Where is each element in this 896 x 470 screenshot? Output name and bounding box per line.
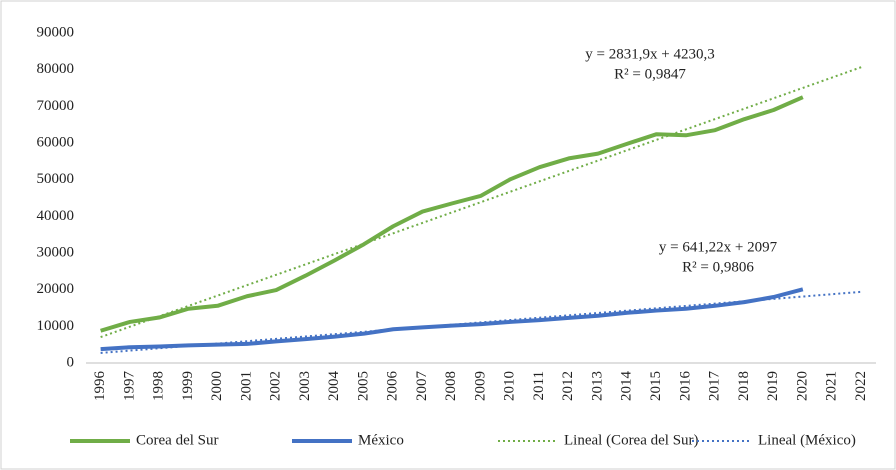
annotation: R² = 0,9847 bbox=[614, 66, 686, 82]
annotation: y = 641,22x + 2097 bbox=[659, 239, 778, 255]
y-tick-label: 50000 bbox=[37, 171, 75, 187]
y-tick-label: 0 bbox=[67, 354, 75, 370]
y-tick-label: 60000 bbox=[37, 134, 75, 150]
x-tick-label: 2002 bbox=[268, 371, 284, 401]
x-tick-label: 2011 bbox=[531, 371, 547, 400]
x-tick-label: 2020 bbox=[794, 371, 810, 401]
legend-label: Lineal (Corea del Sur) bbox=[564, 432, 699, 448]
x-tick-label: 2018 bbox=[736, 371, 752, 401]
x-tick-label: 1999 bbox=[180, 371, 196, 401]
x-tick-label: 2013 bbox=[589, 371, 605, 401]
legend-label: Corea del Sur bbox=[136, 432, 218, 448]
legend-label: Lineal (México) bbox=[758, 432, 856, 448]
x-tick-label: 2021 bbox=[824, 371, 840, 401]
x-tick-label: 1997 bbox=[121, 371, 137, 402]
y-tick-label: 20000 bbox=[37, 281, 75, 297]
x-tick-label: 2016 bbox=[677, 371, 693, 402]
x-tick-label: 2017 bbox=[707, 371, 723, 402]
x-tick-label: 2006 bbox=[385, 371, 401, 402]
y-tick-label: 70000 bbox=[37, 98, 75, 114]
x-tick-label: 2022 bbox=[853, 371, 869, 401]
x-tick-label: 1996 bbox=[92, 371, 108, 402]
annotation: y = 2831,9x + 4230,3 bbox=[585, 46, 714, 62]
x-tick-label: 1998 bbox=[151, 371, 167, 401]
y-tick-label: 40000 bbox=[37, 208, 75, 224]
annotation: R² = 0,9806 bbox=[682, 259, 754, 275]
x-tick-label: 2001 bbox=[238, 371, 254, 401]
y-tick-label: 90000 bbox=[37, 24, 75, 40]
x-tick-label: 2005 bbox=[355, 371, 371, 401]
x-tick-label: 2015 bbox=[648, 371, 664, 401]
x-tick-label: 2003 bbox=[297, 371, 313, 401]
y-tick-label: 80000 bbox=[37, 61, 75, 77]
series-line bbox=[100, 287, 804, 352]
legend-label: México bbox=[358, 432, 404, 448]
y-tick-label: 10000 bbox=[37, 318, 75, 334]
x-tick-label: 2014 bbox=[619, 371, 635, 402]
x-tick-label: 2008 bbox=[443, 371, 459, 401]
series-line bbox=[100, 95, 804, 333]
x-tick-label: 2009 bbox=[472, 371, 488, 401]
x-tick-label: 2007 bbox=[414, 371, 430, 402]
x-tick-label: 2019 bbox=[765, 371, 781, 401]
x-tick-label: 2000 bbox=[209, 371, 225, 401]
y-tick-label: 30000 bbox=[37, 244, 75, 260]
x-tick-label: 2010 bbox=[502, 371, 518, 401]
x-tick-label: 2004 bbox=[326, 371, 342, 402]
x-tick-label: 2012 bbox=[560, 371, 576, 401]
